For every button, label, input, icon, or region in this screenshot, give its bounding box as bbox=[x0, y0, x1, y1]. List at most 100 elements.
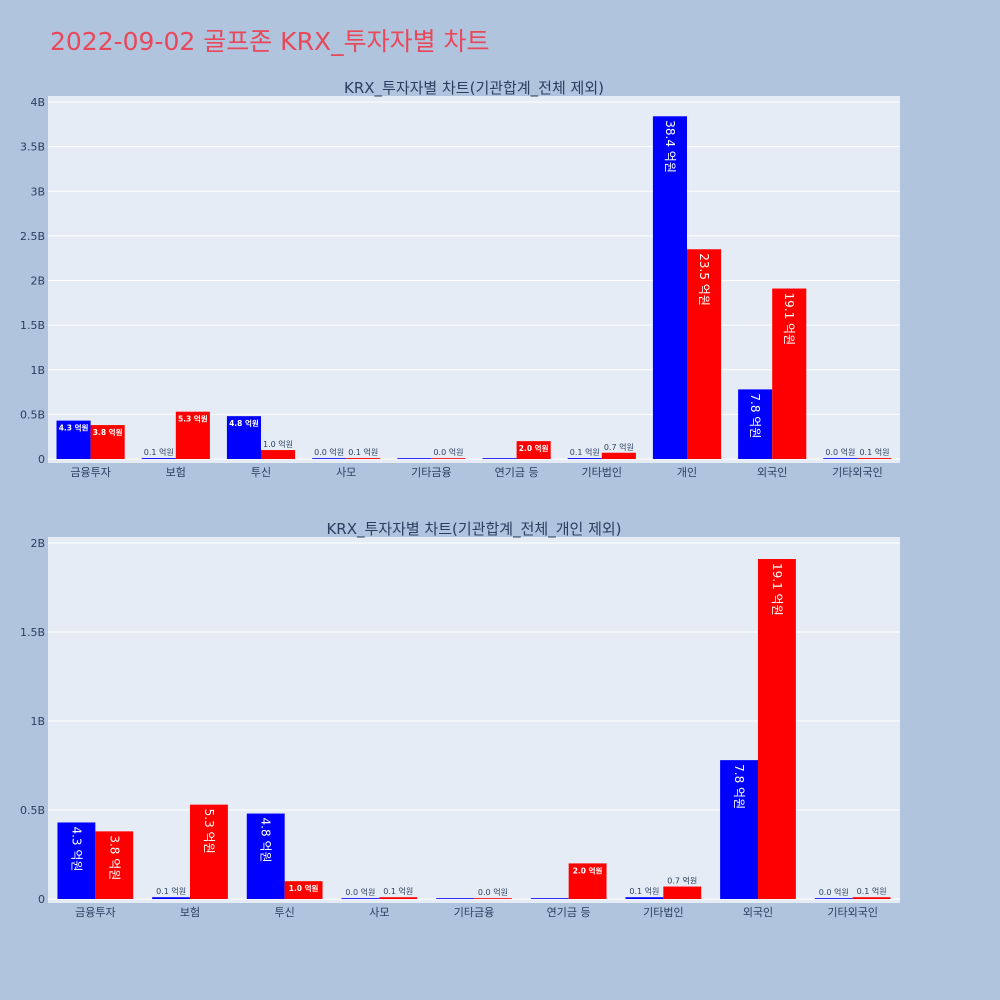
data-label: 1.0 억원 bbox=[263, 439, 293, 449]
x-tick-label: 연기금 등 bbox=[547, 906, 591, 919]
y-tick-label: 1B bbox=[30, 364, 45, 377]
bar bbox=[568, 863, 607, 899]
bar bbox=[431, 458, 466, 459]
bar bbox=[379, 897, 418, 899]
bar bbox=[246, 813, 285, 899]
bar bbox=[567, 458, 602, 459]
y-tick-label: 2B bbox=[30, 537, 45, 550]
bar bbox=[823, 458, 858, 459]
bar bbox=[284, 881, 323, 899]
data-label: 0.1 억원 bbox=[348, 447, 378, 457]
data-label: 0.1 억원 bbox=[859, 447, 889, 457]
data-label: 0.0 억원 bbox=[433, 447, 463, 457]
data-label: 0.1 억원 bbox=[570, 447, 600, 457]
bar bbox=[90, 425, 125, 459]
y-tick-label: 2B bbox=[30, 275, 45, 288]
data-label: 0.1 억원 bbox=[857, 886, 887, 896]
bar bbox=[601, 452, 636, 459]
bar bbox=[516, 441, 551, 459]
data-label: 5.3 억원 bbox=[178, 414, 208, 424]
bar bbox=[772, 288, 807, 459]
bar bbox=[474, 898, 512, 899]
y-tick-label: 1.5B bbox=[20, 626, 45, 639]
y-tick-label: 0 bbox=[38, 453, 45, 466]
x-tick-label: 기타법인 bbox=[643, 906, 683, 919]
bar bbox=[857, 458, 892, 459]
x-tick-label: 외국인 bbox=[757, 466, 787, 479]
bar bbox=[341, 898, 380, 899]
data-label: 7.8 억원 bbox=[748, 393, 762, 438]
data-label: 0.0 억원 bbox=[314, 447, 344, 457]
data-label: 0.1 억원 bbox=[144, 447, 174, 457]
data-label: 4.8 억원 bbox=[259, 818, 273, 863]
data-label: 0.0 억원 bbox=[825, 447, 855, 457]
data-label: 0.0 억원 bbox=[478, 887, 508, 897]
bar bbox=[720, 760, 758, 899]
data-label: 0.7 억원 bbox=[604, 442, 634, 452]
x-tick-label: 보험 bbox=[166, 466, 186, 479]
data-label: 0.0 억원 bbox=[819, 887, 849, 897]
data-label: 2.0 억원 bbox=[573, 865, 603, 875]
bar bbox=[436, 898, 474, 899]
x-tick-label: 금융투자 bbox=[75, 906, 115, 919]
bar bbox=[687, 249, 722, 459]
bar bbox=[738, 389, 773, 459]
bar bbox=[852, 897, 891, 899]
y-tick-label: 0.5B bbox=[20, 408, 45, 421]
y-tick-label: 4B bbox=[30, 96, 45, 109]
x-tick-label: 기타법인 bbox=[582, 466, 622, 479]
bar bbox=[141, 458, 176, 459]
data-label: 3.8 억원 bbox=[93, 427, 123, 437]
data-label: 2.0 억원 bbox=[519, 443, 549, 453]
data-label: 3.8 억원 bbox=[107, 835, 121, 880]
bar bbox=[814, 898, 853, 899]
chart-1: 0 0.5B 1B 1.5B 2B 2.5B 3B 3.5B 4B KRX_투자자별 차트(기관합… bbox=[20, 79, 900, 479]
bar bbox=[346, 458, 381, 459]
y-tick-label: 3B bbox=[30, 185, 45, 198]
y-tick-label: 0 bbox=[38, 893, 45, 906]
data-label: 0.7 억원 bbox=[667, 876, 697, 886]
x-tick-label: 외국인 bbox=[743, 906, 773, 919]
data-label: 1.0 억원 bbox=[289, 883, 319, 893]
data-label: 5.3 억원 bbox=[202, 809, 216, 854]
data-label: 19.1 억원 bbox=[782, 293, 796, 346]
data-label: 0.0 억원 bbox=[345, 887, 375, 897]
chart-title: KRX_투자자별 차트(기관합계_전체 제외) bbox=[344, 79, 604, 98]
chart-2: 0 0.5B 1B 1.5B 2B KRX_투자자별 차트(기관합계_전체_개인 제외) 금… bbox=[20, 520, 900, 919]
y-tick-label: 1.5B bbox=[20, 319, 45, 332]
bar bbox=[226, 416, 261, 459]
bar bbox=[625, 897, 664, 899]
data-label: 19.1 억원 bbox=[770, 563, 784, 616]
x-tick-label: 기타금융 bbox=[454, 906, 494, 919]
x-tick-label: 사모 bbox=[336, 466, 356, 479]
bar bbox=[190, 804, 228, 899]
bar bbox=[530, 898, 569, 899]
chart-title: KRX_투자자별 차트(기관합계_전체_개인 제외) bbox=[326, 520, 621, 539]
y-tick-label: 1B bbox=[30, 715, 45, 728]
x-tick-label: 개인 bbox=[677, 466, 697, 479]
x-tick-label: 기타금융 bbox=[411, 466, 451, 479]
page-title: 2022-09-02 골프존 KRX_투자자별 차트 bbox=[50, 27, 490, 56]
data-label: 0.1 억원 bbox=[156, 886, 186, 896]
y-tick-label: 0.5B bbox=[20, 804, 45, 817]
data-label: 4.8 억원 bbox=[229, 418, 259, 428]
bar bbox=[152, 897, 190, 899]
bar bbox=[663, 886, 702, 899]
y-tick-label: 2.5B bbox=[20, 230, 45, 243]
x-tick-label: 금융투자 bbox=[70, 466, 110, 479]
bar bbox=[57, 822, 96, 899]
x-tick-label: 기타외국인 bbox=[827, 906, 878, 919]
data-label: 4.3 억원 bbox=[59, 423, 89, 433]
bar bbox=[312, 458, 347, 459]
x-tick-label: 보험 bbox=[180, 906, 200, 919]
data-label: 38.4 억원 bbox=[663, 120, 677, 173]
data-label: 0.1 억원 bbox=[383, 886, 413, 896]
bar bbox=[758, 559, 796, 899]
bar bbox=[95, 831, 134, 899]
data-label: 7.8 억원 bbox=[732, 764, 746, 809]
data-label: 0.1 억원 bbox=[629, 886, 659, 896]
x-tick-label: 연기금 등 bbox=[495, 466, 539, 479]
x-tick-label: 투신 bbox=[251, 466, 271, 479]
x-tick-label: 기타외국인 bbox=[832, 466, 883, 479]
